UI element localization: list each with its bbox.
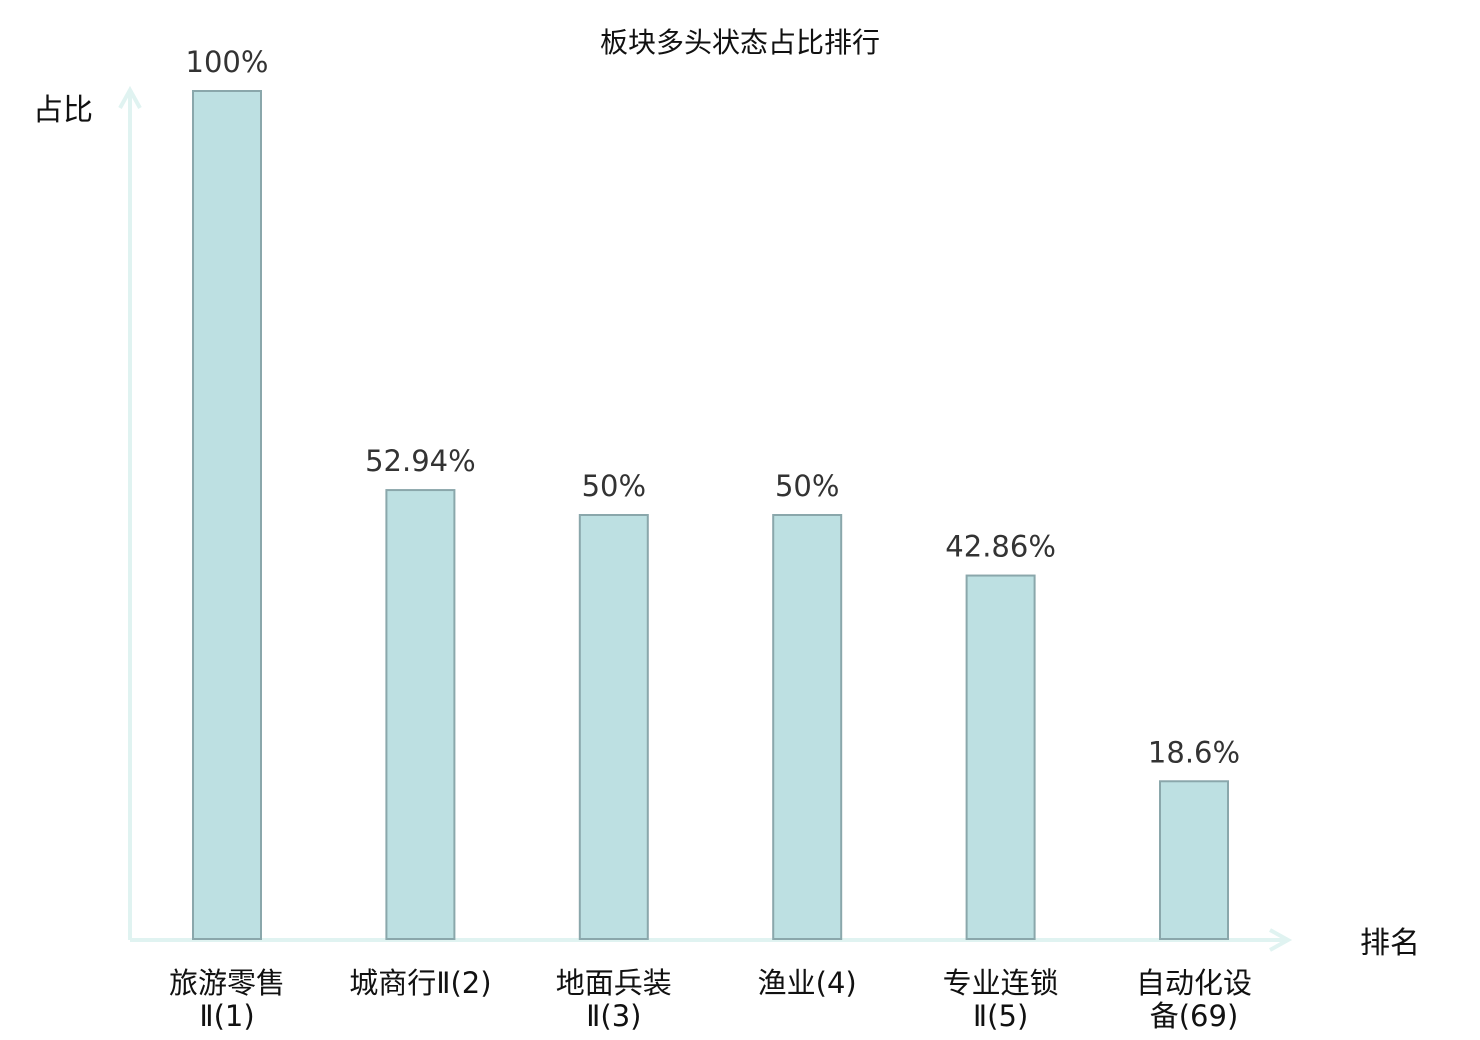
bar [192, 90, 262, 940]
category-label: 自动化设 [1136, 966, 1252, 1000]
category-label: 城商行Ⅱ(2) [349, 966, 491, 1000]
category-label: 旅游零售 [169, 966, 285, 1000]
chart-title: 板块多头状态占比排行 [600, 26, 880, 59]
bar-value-label: 18.6% [1148, 735, 1240, 769]
y-axis-arrow [118, 85, 142, 109]
bar-value-label: 52.94% [365, 444, 476, 478]
x-axis-arrow [1269, 928, 1293, 952]
x-axis-label: 排名 [1360, 926, 1420, 961]
category-label: Ⅱ(5) [973, 999, 1028, 1033]
bar-value-label: 42.86% [945, 530, 1056, 564]
value-labels-group: 100% 52.94% 50% 50% 42.86% 18.6% [186, 45, 1241, 769]
bar-value-label: 100% [186, 45, 269, 79]
category-label: 备(69) [1150, 999, 1239, 1033]
bar-value-label: 50% [582, 469, 646, 503]
bar-value-label: 50% [775, 469, 839, 503]
bar [772, 514, 843, 940]
bars-group [192, 90, 1229, 940]
category-label: 专业连锁 [943, 966, 1059, 1000]
category-label: 渔业(4) [758, 966, 857, 1000]
bar [578, 514, 649, 940]
bar [965, 574, 1036, 940]
bar [385, 489, 456, 940]
y-axis-label: 占比 [33, 93, 93, 128]
category-label: 地面兵装 [556, 966, 672, 1000]
category-label: Ⅱ(1) [199, 999, 254, 1033]
bar [1159, 780, 1229, 940]
category-label: Ⅱ(3) [586, 999, 641, 1033]
